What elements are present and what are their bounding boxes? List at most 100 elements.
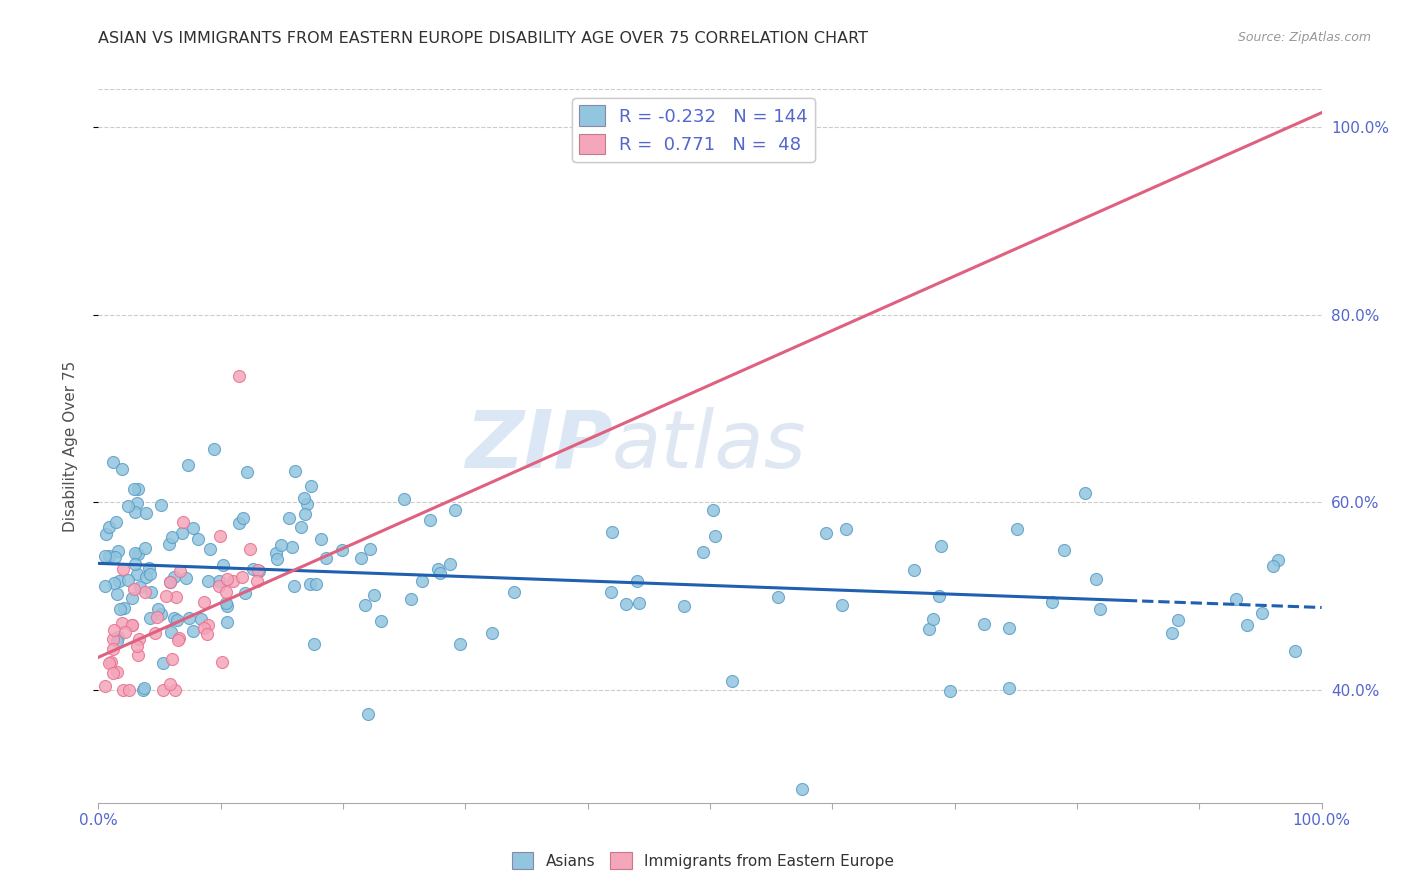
- Point: [692, 544, 714, 558]
- Point: [242, 562, 264, 576]
- Point: [155, 589, 177, 603]
- Point: [132, 683, 155, 698]
- Point: [357, 707, 380, 722]
- Point: [97, 549, 120, 563]
- Point: [134, 541, 156, 555]
- Point: [1251, 606, 1274, 620]
- Point: [359, 541, 381, 556]
- Point: [163, 611, 186, 625]
- Point: [292, 491, 315, 506]
- Point: [101, 641, 124, 656]
- Point: [150, 498, 173, 512]
- Point: [121, 591, 143, 605]
- Point: [122, 582, 145, 597]
- Point: [672, 599, 695, 614]
- Point: [138, 611, 160, 625]
- Point: [117, 499, 139, 513]
- Point: [108, 574, 131, 588]
- Point: [264, 546, 287, 560]
- Point: [101, 665, 124, 680]
- Point: [103, 624, 125, 638]
- Point: [302, 637, 325, 651]
- Point: [127, 648, 149, 662]
- Point: [281, 540, 304, 554]
- Point: [179, 611, 201, 625]
- Point: [419, 513, 441, 527]
- Point: [111, 462, 134, 476]
- Point: [98, 656, 121, 670]
- Point: [399, 591, 422, 606]
- Point: [122, 483, 145, 497]
- Point: [831, 598, 853, 612]
- Point: [139, 567, 162, 582]
- Point: [350, 551, 373, 566]
- Point: [117, 573, 139, 587]
- Point: [187, 533, 209, 547]
- Legend: R = -0.232   N = 144, R =  0.771   N =  48: R = -0.232 N = 144, R = 0.771 N = 48: [572, 98, 815, 161]
- Point: [125, 639, 148, 653]
- Point: [121, 618, 143, 632]
- Point: [246, 563, 269, 577]
- Point: [599, 585, 621, 599]
- Point: [166, 614, 188, 628]
- Point: [411, 574, 433, 589]
- Point: [146, 602, 169, 616]
- Point: [160, 652, 183, 666]
- Point: [174, 571, 197, 585]
- Point: [165, 683, 187, 698]
- Text: atlas: atlas: [612, 407, 807, 485]
- Point: [222, 574, 245, 589]
- Point: [502, 585, 524, 599]
- Point: [111, 562, 134, 576]
- Legend: Asians, Immigrants from Eastern Europe: Asians, Immigrants from Eastern Europe: [506, 846, 900, 875]
- Point: [439, 557, 461, 571]
- Point: [217, 572, 239, 586]
- Point: [278, 511, 301, 525]
- Point: [215, 615, 238, 629]
- Point: [228, 368, 250, 383]
- Point: [600, 524, 623, 539]
- Point: [104, 515, 127, 529]
- Point: [193, 595, 215, 609]
- Point: [177, 458, 200, 473]
- Point: [124, 557, 146, 571]
- Point: [105, 633, 128, 648]
- Point: [146, 610, 169, 624]
- Text: ASIAN VS IMMIGRANTS FROM EASTERN EUROPE DISABILITY AGE OVER 75 CORRELATION CHART: ASIAN VS IMMIGRANTS FROM EASTERN EUROPE …: [98, 31, 869, 46]
- Point: [124, 505, 146, 519]
- Point: [928, 589, 950, 603]
- Point: [938, 684, 960, 698]
- Point: [702, 502, 724, 516]
- Point: [208, 579, 231, 593]
- Point: [208, 574, 231, 589]
- Point: [125, 496, 148, 510]
- Point: [239, 541, 262, 556]
- Point: [929, 539, 952, 553]
- Point: [197, 626, 219, 640]
- Point: [101, 455, 124, 469]
- Point: [233, 586, 256, 600]
- Point: [626, 574, 648, 588]
- Point: [290, 519, 312, 533]
- Point: [118, 683, 141, 698]
- Point: [232, 510, 254, 524]
- Point: [135, 570, 157, 584]
- Point: [193, 621, 215, 635]
- Point: [228, 516, 250, 530]
- Point: [903, 563, 925, 577]
- Point: [108, 601, 131, 615]
- Point: [354, 599, 377, 613]
- Point: [105, 587, 128, 601]
- Point: [150, 607, 173, 621]
- Point: [111, 683, 134, 698]
- Point: [294, 508, 316, 522]
- Text: Source: ZipAtlas.com: Source: ZipAtlas.com: [1237, 31, 1371, 45]
- Point: [135, 507, 157, 521]
- Point: [94, 526, 117, 541]
- Point: [922, 612, 945, 626]
- Point: [127, 547, 149, 561]
- Point: [1284, 644, 1306, 658]
- Point: [444, 503, 467, 517]
- Point: [124, 546, 146, 560]
- Point: [139, 585, 162, 599]
